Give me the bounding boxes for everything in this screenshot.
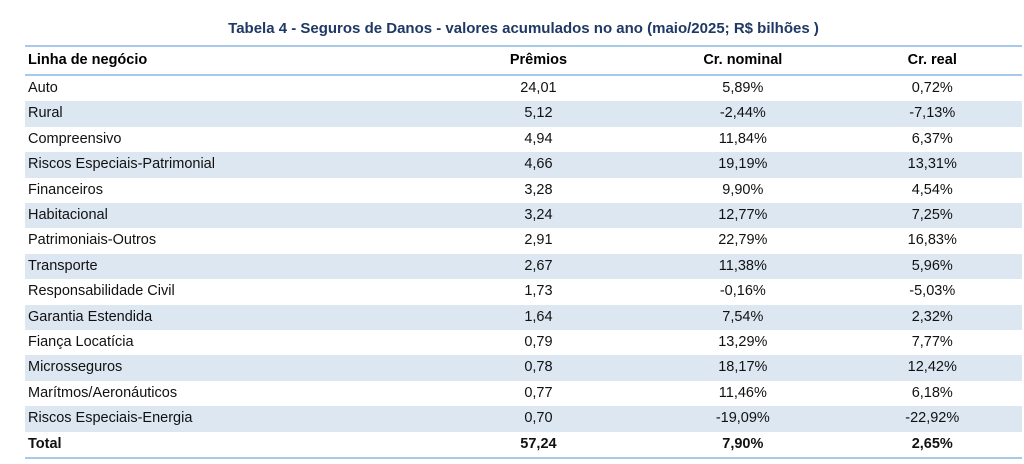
table-row: Transporte 2,67 11,38% 5,96% — [25, 253, 1022, 280]
cell-linha-de-negocio: Riscos Especiais-Energia — [28, 410, 193, 427]
cell-premios: 3,28 — [524, 181, 553, 198]
table-row: Riscos Especiais-Energia 0,70 -19,09% -2… — [25, 406, 1022, 432]
cell-cr-nominal: 18,17% — [718, 359, 768, 376]
col-header-cr-nominal: Cr. nominal — [643, 45, 843, 76]
cell-premios: 4,66 — [524, 156, 553, 173]
cell-cr-nominal: 12,77% — [718, 207, 768, 224]
cell-cr-nominal: 11,84% — [718, 130, 767, 147]
cell-cr-real: 12,42% — [907, 359, 957, 376]
cell-premios: 1,64 — [524, 308, 553, 325]
cell-premios: 2,67 — [524, 257, 553, 274]
cell-linha-de-negocio: Marítmos/Aeronáuticos — [28, 384, 178, 401]
cell-cr-real: 6,18% — [911, 384, 953, 401]
cell-cr-nominal: 5,89% — [722, 80, 764, 96]
table-row-total: Total 57,24 7,90% 2,65% — [25, 431, 1022, 459]
table-row: Patrimoniais-Outros 2,91 22,79% 16,83% — [25, 228, 1022, 253]
cell-cr-real: 2,65% — [911, 435, 953, 452]
col-header-linha-de-negocio: Linha de negócio — [25, 45, 434, 76]
cell-cr-nominal: 19,19% — [718, 156, 768, 173]
cell-premios: 0,78 — [524, 359, 553, 376]
cell-cr-nominal: -2,44% — [719, 105, 766, 122]
header-row: Linha de negócio Prêmios Cr. nominal Cr.… — [25, 45, 1022, 76]
cell-cr-real: -7,13% — [909, 105, 956, 122]
cell-cr-nominal: 9,90% — [722, 181, 764, 198]
cell-linha-de-negocio: Total — [28, 435, 62, 452]
cell-cr-nominal: 13,29% — [718, 334, 768, 351]
cell-cr-real: 7,77% — [911, 334, 953, 351]
table-title: Tabela 4 - Seguros de Danos - valores ac… — [228, 20, 819, 37]
cell-linha-de-negocio: Garantia Estendida — [28, 308, 153, 325]
cell-premios: 57,24 — [520, 435, 557, 452]
cell-linha-de-negocio: Transporte — [28, 257, 98, 274]
cell-premios: 1,73 — [524, 283, 553, 300]
cell-linha-de-negocio: Patrimoniais-Outros — [28, 232, 157, 249]
cell-premios: 0,77 — [524, 384, 553, 401]
cell-cr-real: 5,96% — [911, 257, 953, 274]
cell-linha-de-negocio: Fiança Locatícia — [28, 334, 134, 351]
table-row: Microsseguros 0,78 18,17% 12,42% — [25, 355, 1022, 381]
seguros-danos-table: Linha de negócio Prêmios Cr. nominal Cr.… — [25, 45, 1022, 459]
cell-cr-real: 7,25% — [911, 207, 953, 224]
col-header-cr-real: Cr. real — [842, 45, 1022, 76]
cell-linha-de-negocio: Habitacional — [28, 207, 108, 224]
cell-premios: 0,70 — [524, 410, 553, 427]
cell-cr-real: -22,92% — [905, 410, 960, 427]
cell-linha-de-negocio: Rural — [28, 105, 63, 122]
cell-cr-real: 4,54% — [911, 181, 953, 198]
cell-cr-nominal: 22,79% — [718, 232, 768, 249]
table-row: Marítmos/Aeronáuticos 0,77 11,46% 6,18% — [25, 381, 1022, 406]
cell-linha-de-negocio: Compreensivo — [28, 130, 122, 147]
cell-cr-real: 2,32% — [911, 308, 953, 325]
col-header-premios: Prêmios — [433, 45, 644, 76]
cell-linha-de-negocio: Auto — [28, 80, 58, 96]
table-row: Responsabilidade Civil 1,73 -0,16% -5,03… — [25, 279, 1022, 304]
cell-premios: 2,91 — [524, 232, 553, 249]
cell-linha-de-negocio: Financeiros — [28, 181, 103, 198]
cell-premios: 4,94 — [524, 130, 553, 147]
cell-cr-nominal: 11,38% — [718, 257, 767, 274]
table-row: Compreensivo 4,94 11,84% 6,37% — [25, 127, 1022, 152]
cell-linha-de-negocio: Responsabilidade Civil — [28, 283, 175, 300]
cell-cr-nominal: 7,54% — [722, 308, 764, 325]
table-row: Auto 24,01 5,89% 0,72% — [25, 75, 1022, 101]
cell-cr-nominal: -0,16% — [719, 283, 766, 300]
cell-linha-de-negocio: Riscos Especiais-Patrimonial — [28, 156, 215, 173]
cell-linha-de-negocio: Microsseguros — [28, 359, 123, 376]
table-body: Auto 24,01 5,89% 0,72% Rural 5,12 -2,44%… — [25, 75, 1022, 459]
cell-cr-real: 0,72% — [911, 80, 953, 96]
cell-premios: 24,01 — [520, 80, 557, 96]
table-section: Tabela 4 - Seguros de Danos - valores ac… — [25, 20, 1022, 459]
table-header: Linha de negócio Prêmios Cr. nominal Cr.… — [25, 45, 1022, 76]
cell-cr-real: 16,83% — [907, 232, 957, 249]
cell-premios: 5,12 — [524, 105, 553, 122]
table-row: Financeiros 3,28 9,90% 4,54% — [25, 178, 1022, 203]
table-row: Fiança Locatícia 0,79 13,29% 7,77% — [25, 330, 1022, 355]
table-row: Rural 5,12 -2,44% -7,13% — [25, 101, 1022, 127]
cell-premios: 3,24 — [524, 207, 553, 224]
cell-premios: 0,79 — [524, 334, 553, 351]
cell-cr-real: 6,37% — [911, 130, 953, 147]
table-row: Garantia Estendida 1,64 7,54% 2,32% — [25, 304, 1022, 331]
cell-cr-nominal: 11,46% — [718, 384, 767, 401]
cell-cr-real: -5,03% — [909, 283, 956, 300]
cell-cr-real: 13,31% — [907, 156, 957, 173]
cell-cr-nominal: -19,09% — [715, 410, 770, 427]
table-row: Habitacional 3,24 12,77% 7,25% — [25, 203, 1022, 229]
table-row: Riscos Especiais-Patrimonial 4,66 19,19%… — [25, 152, 1022, 178]
cell-cr-nominal: 7,90% — [722, 435, 764, 452]
